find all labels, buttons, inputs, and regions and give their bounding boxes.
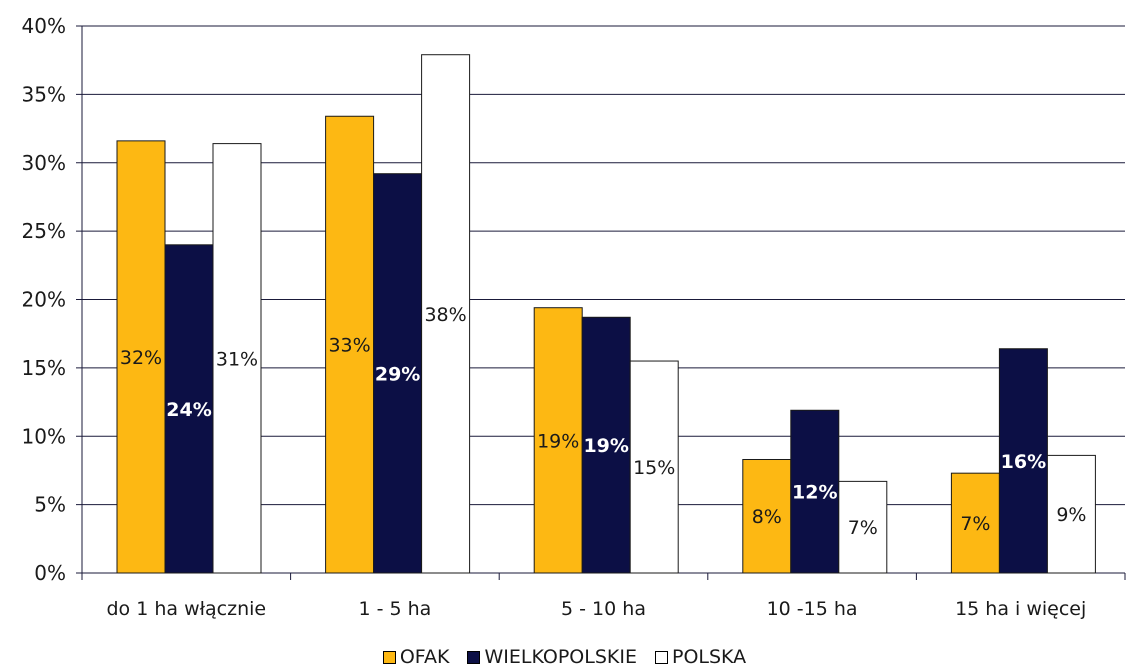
legend-label-polska: POLSKA: [672, 646, 747, 668]
x-tick-label: 10 -15 ha: [767, 598, 858, 620]
bar-ofak: [116, 140, 166, 574]
bar-wielkopolskie: [998, 348, 1048, 574]
y-tick-label: 25%: [22, 219, 66, 243]
x-tick-label: do 1 ha włącznie: [107, 598, 267, 620]
legend-swatch-ofak: [382, 651, 396, 664]
x-tick-label: 1 - 5 ha: [358, 598, 431, 620]
legend: OFAK WIELKOPOLSKIE POLSKA: [0, 646, 1129, 668]
bar-wielkopolskie: [581, 316, 631, 574]
data-label-wielkopolskie: 24%: [166, 399, 211, 421]
data-label-ofak: 19%: [537, 430, 579, 452]
y-tick-label: 0%: [34, 561, 66, 585]
y-tick-label: 15%: [22, 356, 66, 380]
y-tick-label: 35%: [22, 82, 66, 106]
data-label-wielkopolskie: 19%: [583, 435, 628, 457]
y-tick-label: 20%: [22, 288, 66, 312]
x-tick-label: 5 - 10 ha: [561, 598, 646, 620]
data-label-polska: 31%: [216, 348, 258, 370]
bar-polska: [629, 360, 679, 574]
bar-wielkopolskie: [790, 409, 840, 574]
x-tick-label: 15 ha i więcej: [955, 598, 1086, 620]
legend-swatch-wielkopolskie: [467, 651, 481, 664]
legend-swatch-polska: [655, 651, 668, 664]
bar-ofak: [950, 472, 1000, 574]
bar-ofak: [742, 458, 792, 574]
bar-polska: [421, 54, 471, 574]
legend-item-ofak: OFAK: [382, 646, 450, 668]
data-label-polska: 7%: [848, 517, 878, 539]
data-label-polska: 9%: [1056, 504, 1086, 526]
bar-wielkopolskie: [373, 173, 423, 574]
y-tick-label: 10%: [22, 424, 66, 448]
data-label-ofak: 32%: [120, 347, 162, 369]
bar-polska: [838, 480, 888, 574]
bar-wielkopolskie: [164, 244, 214, 574]
legend-item-polska: POLSKA: [655, 646, 746, 668]
bar-chart: 0% 5% 10% 15% 20% 25% 30% 35% 40% do 1 ha włączni…: [22, 14, 1126, 620]
data-label-polska: 38%: [424, 304, 466, 326]
bar-ofak: [325, 115, 375, 574]
legend-label-wielkopolskie: WIELKOPOLSKIE: [484, 646, 637, 668]
data-label-ofak: 33%: [328, 335, 370, 357]
data-label-wielkopolskie: 29%: [375, 363, 420, 385]
bar-polska: [212, 143, 262, 574]
data-label-wielkopolskie: 12%: [792, 482, 837, 504]
bar-ofak: [533, 307, 583, 574]
data-label-ofak: 8%: [752, 506, 782, 528]
y-tick-label: 40%: [22, 14, 66, 38]
y-tick-label: 5%: [34, 493, 66, 517]
legend-label-ofak: OFAK: [399, 646, 450, 668]
bar-polska: [1046, 454, 1096, 574]
data-label-polska: 15%: [633, 457, 675, 479]
data-label-wielkopolskie: 16%: [1001, 451, 1046, 473]
y-tick-label: 30%: [22, 151, 66, 175]
data-label-ofak: 7%: [960, 513, 990, 535]
legend-item-wielkopolskie: WIELKOPOLSKIE: [467, 646, 637, 668]
